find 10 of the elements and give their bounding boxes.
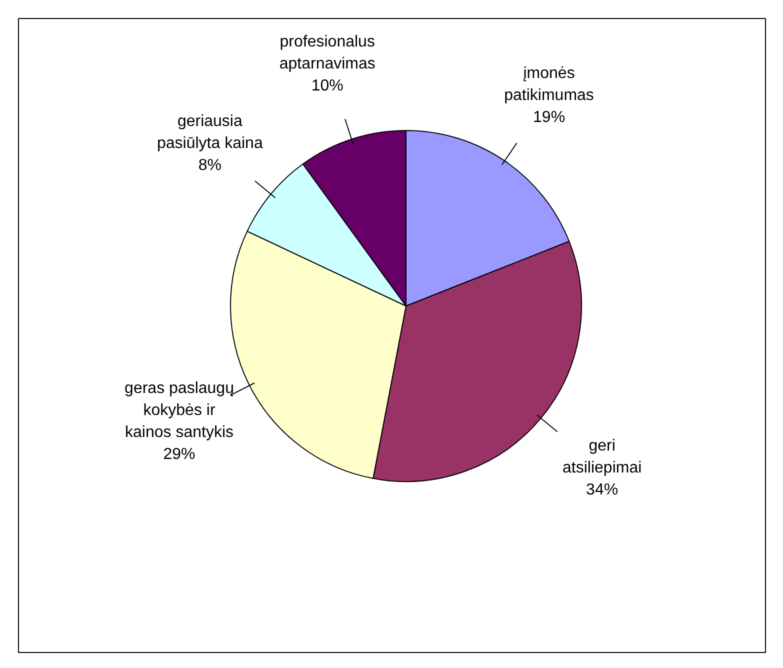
data-label: 29% <box>163 446 196 463</box>
data-label: 10% <box>311 77 344 94</box>
slice-label: geras paslaugų kokybės ir kainos santykis <box>124 380 234 441</box>
data-label: 8% <box>198 157 222 174</box>
data-label: 34% <box>586 482 618 499</box>
slice-label: įmonės patikimumas <box>504 64 594 104</box>
data-label: 19% <box>533 108 566 126</box>
slice-label: profesionalus aptarnavimas <box>279 33 376 72</box>
slice-label: geri atsiliepimai <box>562 438 642 477</box>
slice-label: geriausia pasiūlyta kaina <box>157 113 263 152</box>
